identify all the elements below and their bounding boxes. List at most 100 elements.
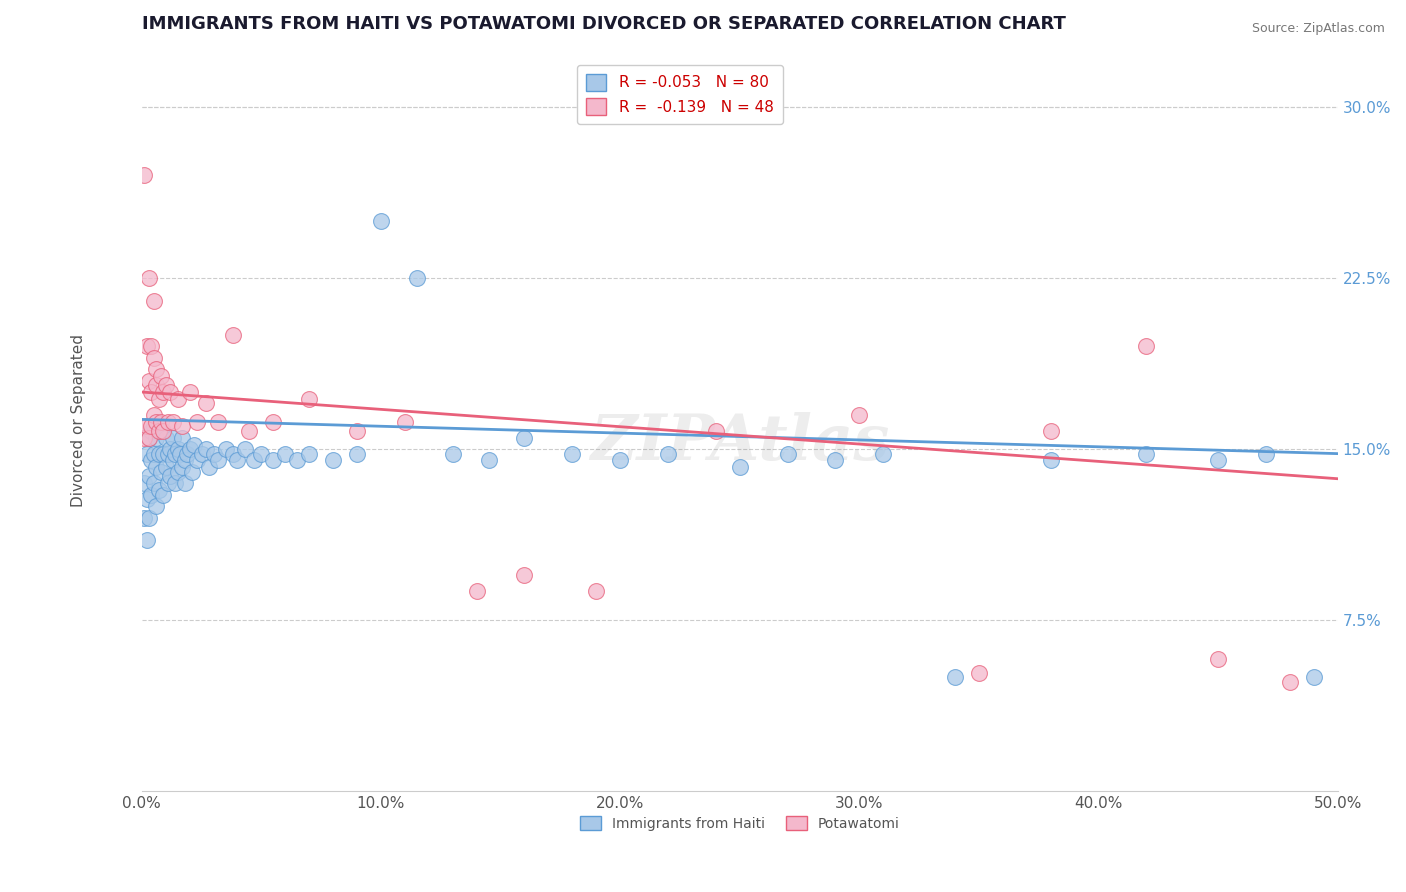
Point: [609, 453, 631, 467]
Point: [221, 447, 243, 461]
Point: [142, 419, 165, 434]
Point: [176, 447, 198, 461]
Point: [145, 431, 167, 445]
Point: [157, 447, 180, 461]
Point: [155, 431, 177, 445]
Point: [202, 447, 225, 461]
Point: [183, 437, 205, 451]
Point: [872, 447, 894, 461]
Point: [145, 499, 167, 513]
Point: [465, 583, 488, 598]
Point: [1206, 652, 1229, 666]
Point: [162, 431, 184, 445]
Point: [135, 533, 157, 548]
Point: [262, 453, 284, 467]
Point: [179, 384, 201, 399]
Point: [226, 453, 249, 467]
Point: [1135, 339, 1157, 353]
Point: [141, 424, 163, 438]
Point: [195, 442, 218, 456]
Point: [135, 447, 157, 461]
Point: [152, 384, 174, 399]
Point: [142, 351, 165, 365]
Point: [1039, 424, 1062, 438]
Point: [848, 408, 870, 422]
Point: [134, 169, 156, 183]
Point: [1206, 453, 1229, 467]
Point: [250, 447, 273, 461]
Point: [152, 488, 174, 502]
Point: [197, 460, 219, 475]
Point: [207, 415, 229, 429]
Point: [135, 492, 157, 507]
Point: [172, 419, 194, 434]
Point: [145, 378, 167, 392]
Point: [195, 396, 218, 410]
Point: [141, 488, 163, 502]
Point: [513, 567, 536, 582]
Point: [148, 483, 170, 497]
Text: IMMIGRANTS FROM HAITI VS POTAWATOMI DIVORCED OR SEPARATED CORRELATION CHART: IMMIGRANTS FROM HAITI VS POTAWATOMI DIVO…: [142, 15, 1066, 33]
Point: [138, 431, 160, 445]
Point: [181, 465, 204, 479]
Point: [186, 415, 208, 429]
Point: [165, 476, 187, 491]
Point: [155, 460, 177, 475]
Point: [138, 510, 160, 524]
Point: [138, 271, 160, 285]
Point: [243, 453, 266, 467]
Point: [142, 408, 165, 422]
Point: [148, 392, 170, 406]
Point: [138, 374, 160, 388]
Point: [159, 469, 181, 483]
Point: [186, 453, 208, 467]
Point: [173, 476, 195, 491]
Point: [145, 415, 167, 429]
Point: [214, 442, 236, 456]
Point: [152, 424, 174, 438]
Point: [657, 447, 679, 461]
Point: [221, 328, 243, 343]
Point: [149, 465, 172, 479]
Point: [394, 415, 416, 429]
Point: [262, 415, 284, 429]
Point: [172, 431, 194, 445]
Point: [169, 447, 191, 461]
Point: [148, 447, 170, 461]
Point: [728, 460, 751, 475]
Legend: Immigrants from Haiti, Potawatomi: Immigrants from Haiti, Potawatomi: [575, 810, 905, 836]
Point: [135, 339, 157, 353]
Point: [179, 442, 201, 456]
Point: [157, 476, 180, 491]
Point: [1135, 447, 1157, 461]
Point: [1254, 447, 1277, 461]
Point: [166, 465, 188, 479]
Point: [145, 362, 167, 376]
Point: [142, 293, 165, 308]
Point: [149, 369, 172, 384]
Point: [346, 447, 368, 461]
Y-axis label: Divorced or Separated: Divorced or Separated: [72, 334, 86, 507]
Point: [561, 447, 583, 461]
Point: [162, 415, 184, 429]
Point: [138, 431, 160, 445]
Point: [172, 460, 194, 475]
Point: [157, 415, 180, 429]
Point: [142, 447, 165, 461]
Point: [441, 447, 464, 461]
Point: [145, 460, 167, 475]
Point: [943, 670, 966, 684]
Point: [141, 339, 163, 353]
Point: [370, 214, 392, 228]
Point: [233, 442, 256, 456]
Point: [967, 665, 990, 680]
Point: [207, 453, 229, 467]
Text: ZIPAtlas: ZIPAtlas: [591, 412, 890, 474]
Point: [141, 453, 163, 467]
Point: [346, 424, 368, 438]
Point: [134, 431, 156, 445]
Point: [238, 424, 260, 438]
Point: [134, 476, 156, 491]
Point: [166, 392, 188, 406]
Point: [298, 392, 321, 406]
